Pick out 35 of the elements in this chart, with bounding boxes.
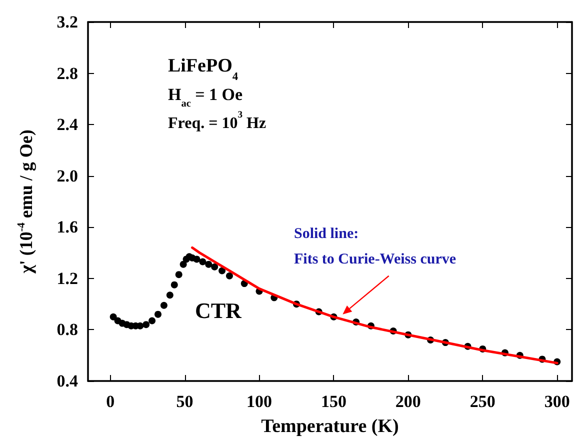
x-axis-title: Temperature (K) bbox=[261, 416, 399, 437]
annotation: Solid line: Fits to Curie-Weiss curve bbox=[294, 226, 456, 268]
point bbox=[199, 258, 206, 266]
y-tick-label: 2.0 bbox=[56, 166, 78, 186]
point bbox=[211, 263, 218, 270]
point bbox=[110, 313, 117, 320]
x-tick-label: 300 bbox=[544, 392, 570, 411]
point bbox=[226, 272, 233, 280]
point bbox=[193, 256, 200, 263]
x-tick-label: 100 bbox=[246, 392, 272, 411]
point bbox=[218, 267, 226, 274]
y-tick-label: 1.2 bbox=[56, 268, 78, 288]
point bbox=[154, 310, 162, 318]
point bbox=[142, 321, 150, 328]
point bbox=[175, 271, 182, 278]
point bbox=[170, 281, 178, 288]
point bbox=[180, 260, 187, 268]
point bbox=[166, 292, 174, 299]
y-tick-label: 0.4 bbox=[56, 372, 78, 390]
y-tick-label: 3.2 bbox=[56, 12, 78, 32]
y-tick-label: 2.8 bbox=[56, 64, 78, 83]
point bbox=[148, 317, 156, 324]
x-tick-label: 200 bbox=[395, 392, 421, 411]
point bbox=[160, 302, 168, 309]
y-tick-label: 1.6 bbox=[56, 218, 78, 237]
point bbox=[205, 260, 212, 268]
y-tick-label: 0.8 bbox=[56, 320, 78, 340]
x-tick-label: 250 bbox=[470, 392, 496, 411]
annotation: CTR bbox=[195, 298, 243, 324]
point bbox=[136, 322, 144, 330]
x-tick-label: 50 bbox=[176, 392, 194, 411]
y-axis-title: χ' (10-4 emu / g Oe) bbox=[16, 130, 36, 274]
x-tick-label: 150 bbox=[320, 392, 346, 411]
x-tick-label: 0 bbox=[106, 392, 115, 411]
y-tick-label: 2.4 bbox=[56, 115, 78, 134]
